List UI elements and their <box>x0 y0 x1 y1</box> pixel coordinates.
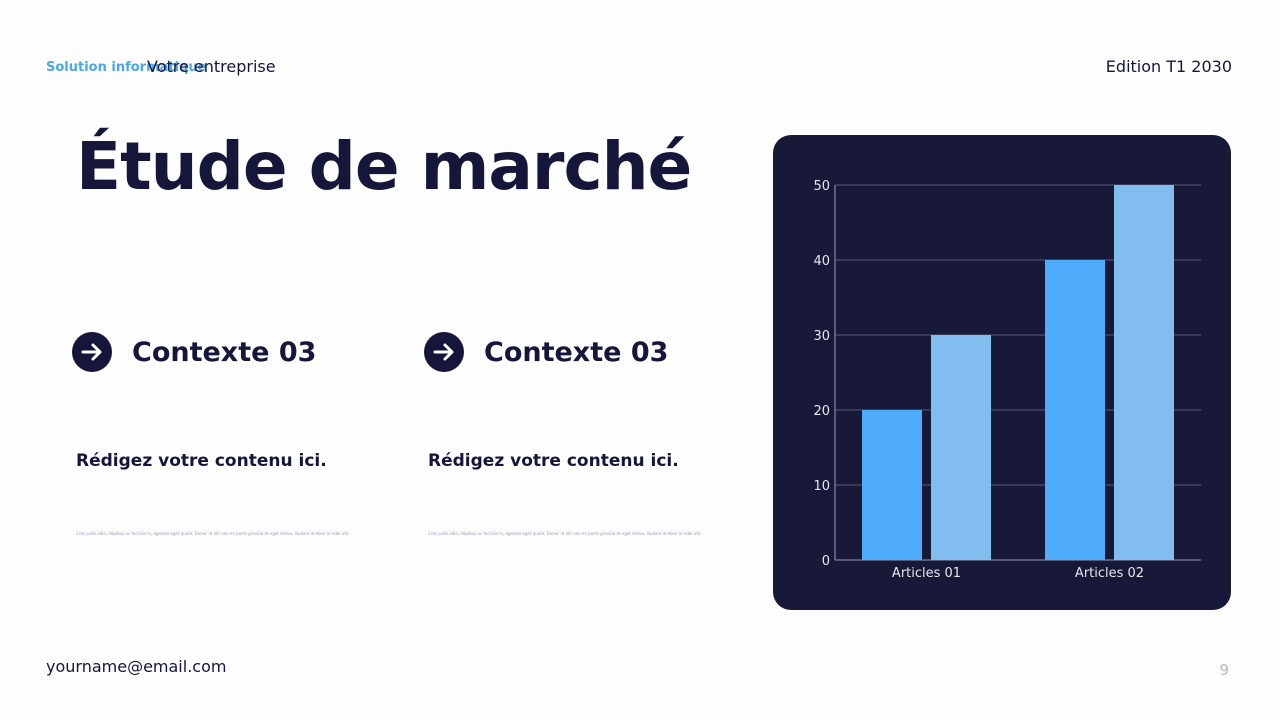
chart-bar <box>1114 185 1174 560</box>
arrow-right-circle-icon <box>424 332 464 372</box>
context-heading: Contexte 03 <box>132 336 317 368</box>
chart-y-tick-label: 0 <box>822 554 830 569</box>
chart-bar <box>1045 260 1105 560</box>
page-number: 9 <box>1219 661 1229 679</box>
chart-y-tick-label: 20 <box>813 404 830 419</box>
context-body-text: Cras justo odio, dapibus ac facilisis in… <box>428 531 700 536</box>
context-block-1: Contexte 03 <box>72 332 316 372</box>
chart-y-tick-label: 30 <box>813 329 830 344</box>
chart-y-tick-label: 10 <box>813 479 830 494</box>
context-heading: Contexte 03 <box>484 336 669 368</box>
chart-bar <box>931 335 991 560</box>
context-body-text: Cras justo odio, dapibus ac facilisis in… <box>76 531 348 536</box>
contact-email: yourname@email.com <box>46 657 227 676</box>
bar-chart-card: 0 10 20 30 40 50 Articles 01 Articles 02 <box>773 135 1231 610</box>
brand-tagline: Solution informatique <box>46 60 207 75</box>
chart-y-tick-label: 40 <box>813 254 830 269</box>
bar-chart: 0 10 20 30 40 50 Articles 01 Articles 02 <box>813 179 1201 581</box>
chart-bar <box>862 410 922 560</box>
chart-y-tick-label: 50 <box>813 179 830 194</box>
edition-label: Edition T1 2030 <box>1105 57 1232 76</box>
company-name: Votre entreprise <box>147 57 276 76</box>
slide-title: Étude de marché <box>76 128 692 205</box>
chart-x-tick-label: Articles 01 <box>892 566 961 581</box>
context-subheading: Rédigez votre contenu ici. <box>76 451 327 471</box>
context-subheading: Rédigez votre contenu ici. <box>428 451 679 471</box>
context-block-2: Contexte 03 <box>424 332 668 372</box>
chart-x-tick-label: Articles 02 <box>1075 566 1144 581</box>
arrow-right-circle-icon <box>72 332 112 372</box>
